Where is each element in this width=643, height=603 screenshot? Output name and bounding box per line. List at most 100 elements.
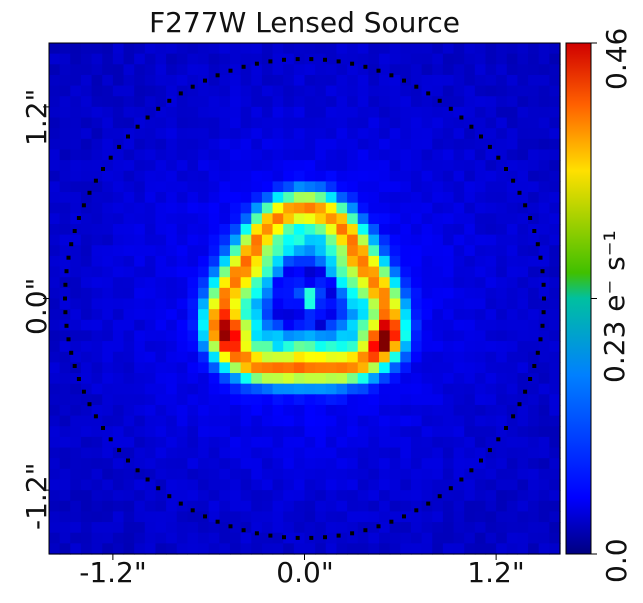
- heatmap-cell: [400, 447, 412, 459]
- heatmap-cell: [474, 330, 487, 342]
- heatmap-cell: [464, 96, 476, 108]
- heatmap-cell: [91, 85, 103, 97]
- heatmap-cell: [293, 490, 306, 502]
- heatmap-cell: [134, 383, 146, 395]
- heatmap-cell: [517, 202, 529, 214]
- heatmap-cell: [304, 362, 316, 374]
- heatmap-cell: [315, 192, 327, 204]
- heatmap-cell: [59, 500, 71, 513]
- heatmap-cell: [485, 287, 497, 300]
- heatmap-cell: [368, 511, 380, 523]
- heatmap-cell: [240, 85, 252, 97]
- heatmap-cell: [485, 298, 497, 310]
- heatmap-cell: [176, 383, 188, 395]
- heatmap-cell: [272, 128, 284, 140]
- heatmap-cell: [474, 149, 487, 161]
- heatmap-cell: [123, 415, 135, 427]
- heatmap-cell: [368, 213, 380, 225]
- heatmap-cell: [59, 447, 71, 459]
- heatmap-cell: [336, 106, 348, 119]
- heatmap-cell: [389, 458, 401, 470]
- heatmap-cell: [134, 234, 146, 246]
- heatmap-cell: [134, 511, 146, 523]
- heatmap-cell: [453, 319, 465, 332]
- heatmap-cell: [528, 245, 540, 257]
- heatmap-cell: [421, 383, 433, 395]
- heatmap-cell: [549, 404, 561, 417]
- heatmap-cell: [49, 468, 61, 481]
- heatmap-cell: [474, 500, 487, 513]
- heatmap-cell: [187, 383, 199, 395]
- heatmap-cell: [112, 213, 125, 225]
- heatmap-cell: [70, 106, 82, 119]
- heatmap-cell: [538, 532, 550, 544]
- mask-dot: [101, 167, 105, 171]
- heatmap-cell: [517, 287, 529, 300]
- heatmap-cell: [304, 287, 316, 300]
- heatmap-cell: [102, 223, 114, 236]
- heatmap-cell: [496, 85, 508, 97]
- heatmap-cell: [400, 362, 412, 374]
- heatmap-cell: [506, 74, 519, 87]
- mask-dot: [228, 68, 233, 73]
- heatmap-cell: [229, 43, 242, 55]
- heatmap-cell: [91, 458, 103, 470]
- heatmap-cell: [506, 64, 519, 76]
- mask-dot: [376, 524, 381, 529]
- mask-dot: [76, 216, 81, 220]
- heatmap-cell: [336, 447, 348, 459]
- heatmap-cell: [240, 192, 252, 204]
- mask-dot: [414, 508, 419, 513]
- mask-dot: [295, 57, 300, 62]
- heatmap-cell: [400, 64, 412, 76]
- heatmap-cell: [59, 192, 71, 204]
- heatmap-cell: [368, 234, 380, 246]
- heatmap-cell: [155, 383, 167, 395]
- heatmap-cell: [272, 373, 284, 385]
- heatmap-cell: [144, 149, 157, 161]
- heatmap-cell: [240, 362, 252, 374]
- heatmap-cell: [80, 362, 93, 374]
- heatmap-cell: [144, 500, 157, 513]
- heatmap-cell: [528, 277, 540, 289]
- heatmap-cell: [389, 319, 401, 332]
- heatmap-cell: [176, 43, 188, 55]
- heatmap-cell: [208, 394, 220, 406]
- heatmap-cell: [198, 532, 210, 544]
- heatmap-cell: [464, 245, 476, 257]
- heatmap-cell: [272, 341, 284, 353]
- heatmap-cell: [496, 404, 508, 417]
- heatmap-cell: [432, 202, 444, 214]
- heatmap-cell: [379, 458, 391, 470]
- heatmap-cell: [325, 202, 338, 214]
- heatmap-cell: [336, 479, 348, 491]
- heatmap-cell: [389, 234, 401, 246]
- heatmap-cell: [389, 213, 401, 225]
- heatmap-cell: [70, 245, 82, 257]
- heatmap-cell: [474, 309, 487, 321]
- heatmap-cell: [464, 394, 476, 406]
- heatmap-cell: [325, 341, 338, 353]
- mask-dot: [282, 57, 286, 62]
- heatmap-cell: [549, 330, 561, 342]
- heatmap-cell: [453, 245, 465, 257]
- heatmap-cell: [389, 138, 401, 151]
- heatmap-cell: [549, 298, 561, 310]
- heatmap-cell: [251, 223, 263, 236]
- heatmap-cell: [261, 149, 274, 161]
- mask-dot: [517, 402, 522, 407]
- heatmap-cell: [49, 245, 61, 257]
- heatmap-cell: [389, 436, 401, 449]
- heatmap-cell: [538, 330, 550, 342]
- heatmap-cell: [453, 426, 465, 438]
- heatmap-cell: [272, 415, 284, 427]
- heatmap-cell: [293, 426, 306, 438]
- heatmap-cell: [198, 404, 210, 417]
- heatmap-cell: [379, 522, 391, 534]
- heatmap-cell: [198, 500, 210, 513]
- heatmap-cell: [155, 522, 167, 534]
- heatmap-cell: [229, 234, 242, 246]
- heatmap-cell: [102, 149, 114, 161]
- heatmap-cell: [517, 192, 529, 204]
- heatmap-cell: [134, 522, 146, 534]
